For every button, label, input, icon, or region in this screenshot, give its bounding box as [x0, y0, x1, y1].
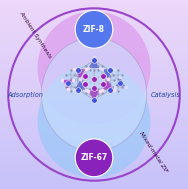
Circle shape [75, 139, 113, 177]
Polygon shape [102, 79, 114, 90]
Circle shape [38, 11, 150, 125]
Polygon shape [74, 69, 86, 79]
Text: Ambient Synthesis: Ambient Synthesis [19, 11, 53, 59]
Text: Adsorption: Adsorption [8, 91, 43, 98]
Text: Catalysis: Catalysis [151, 91, 180, 98]
Circle shape [75, 10, 113, 48]
Polygon shape [88, 91, 100, 101]
Text: Mixed-metal ZIF: Mixed-metal ZIF [138, 131, 168, 174]
Polygon shape [74, 79, 86, 90]
Polygon shape [88, 57, 100, 68]
Text: ZIF-8: ZIF-8 [83, 25, 105, 34]
Ellipse shape [41, 38, 147, 151]
Polygon shape [62, 80, 73, 89]
Text: ZIF-67: ZIF-67 [80, 153, 108, 162]
Polygon shape [102, 69, 114, 79]
Polygon shape [115, 77, 126, 87]
Circle shape [38, 64, 150, 178]
